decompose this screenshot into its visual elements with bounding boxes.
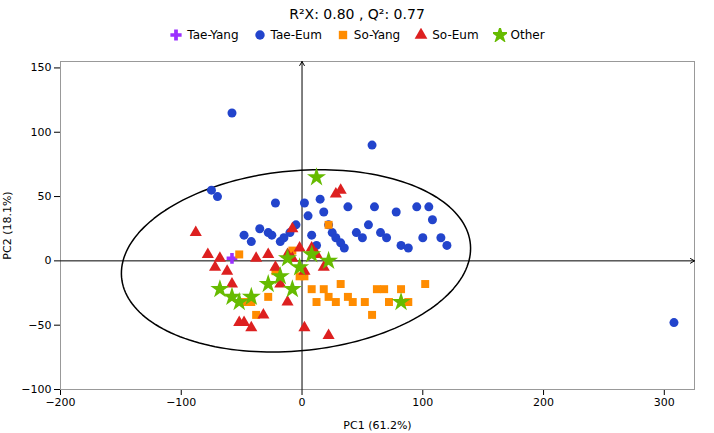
svg-text:300: 300 — [654, 396, 675, 409]
html-text:Tae-Yang: Tae-Yang — [187, 28, 239, 42]
svg-text:150: 150 — [31, 61, 52, 74]
svg-text:PC2 (18.1%): PC2 (18.1%) — [1, 191, 14, 259]
svg-text:200: 200 — [533, 396, 554, 409]
svg-text:100: 100 — [31, 126, 52, 139]
svg-text:−200: −200 — [45, 396, 75, 409]
html-text:R²X: 0.80 , Q²: 0.77: R²X: 0.80 , Q²: 0.77 — [289, 6, 425, 22]
svg-text:0: 0 — [299, 396, 306, 409]
svg-text:50: 50 — [38, 190, 52, 203]
svg-text:−100: −100 — [21, 383, 51, 396]
svg-text:−100: −100 — [166, 396, 196, 409]
svg-text:100: 100 — [412, 396, 433, 409]
html-text:So-Eum: So-Eum — [432, 28, 479, 42]
svg-text:PC1 (61.2%): PC1 (61.2%) — [343, 419, 411, 432]
svg-text:0: 0 — [45, 254, 52, 267]
html-text:So-Yang: So-Yang — [353, 28, 401, 42]
html-text:Other: Other — [510, 28, 545, 42]
html-text:Tae-Eum: Tae-Eum — [270, 28, 322, 42]
svg-text:−50: −50 — [28, 319, 51, 332]
